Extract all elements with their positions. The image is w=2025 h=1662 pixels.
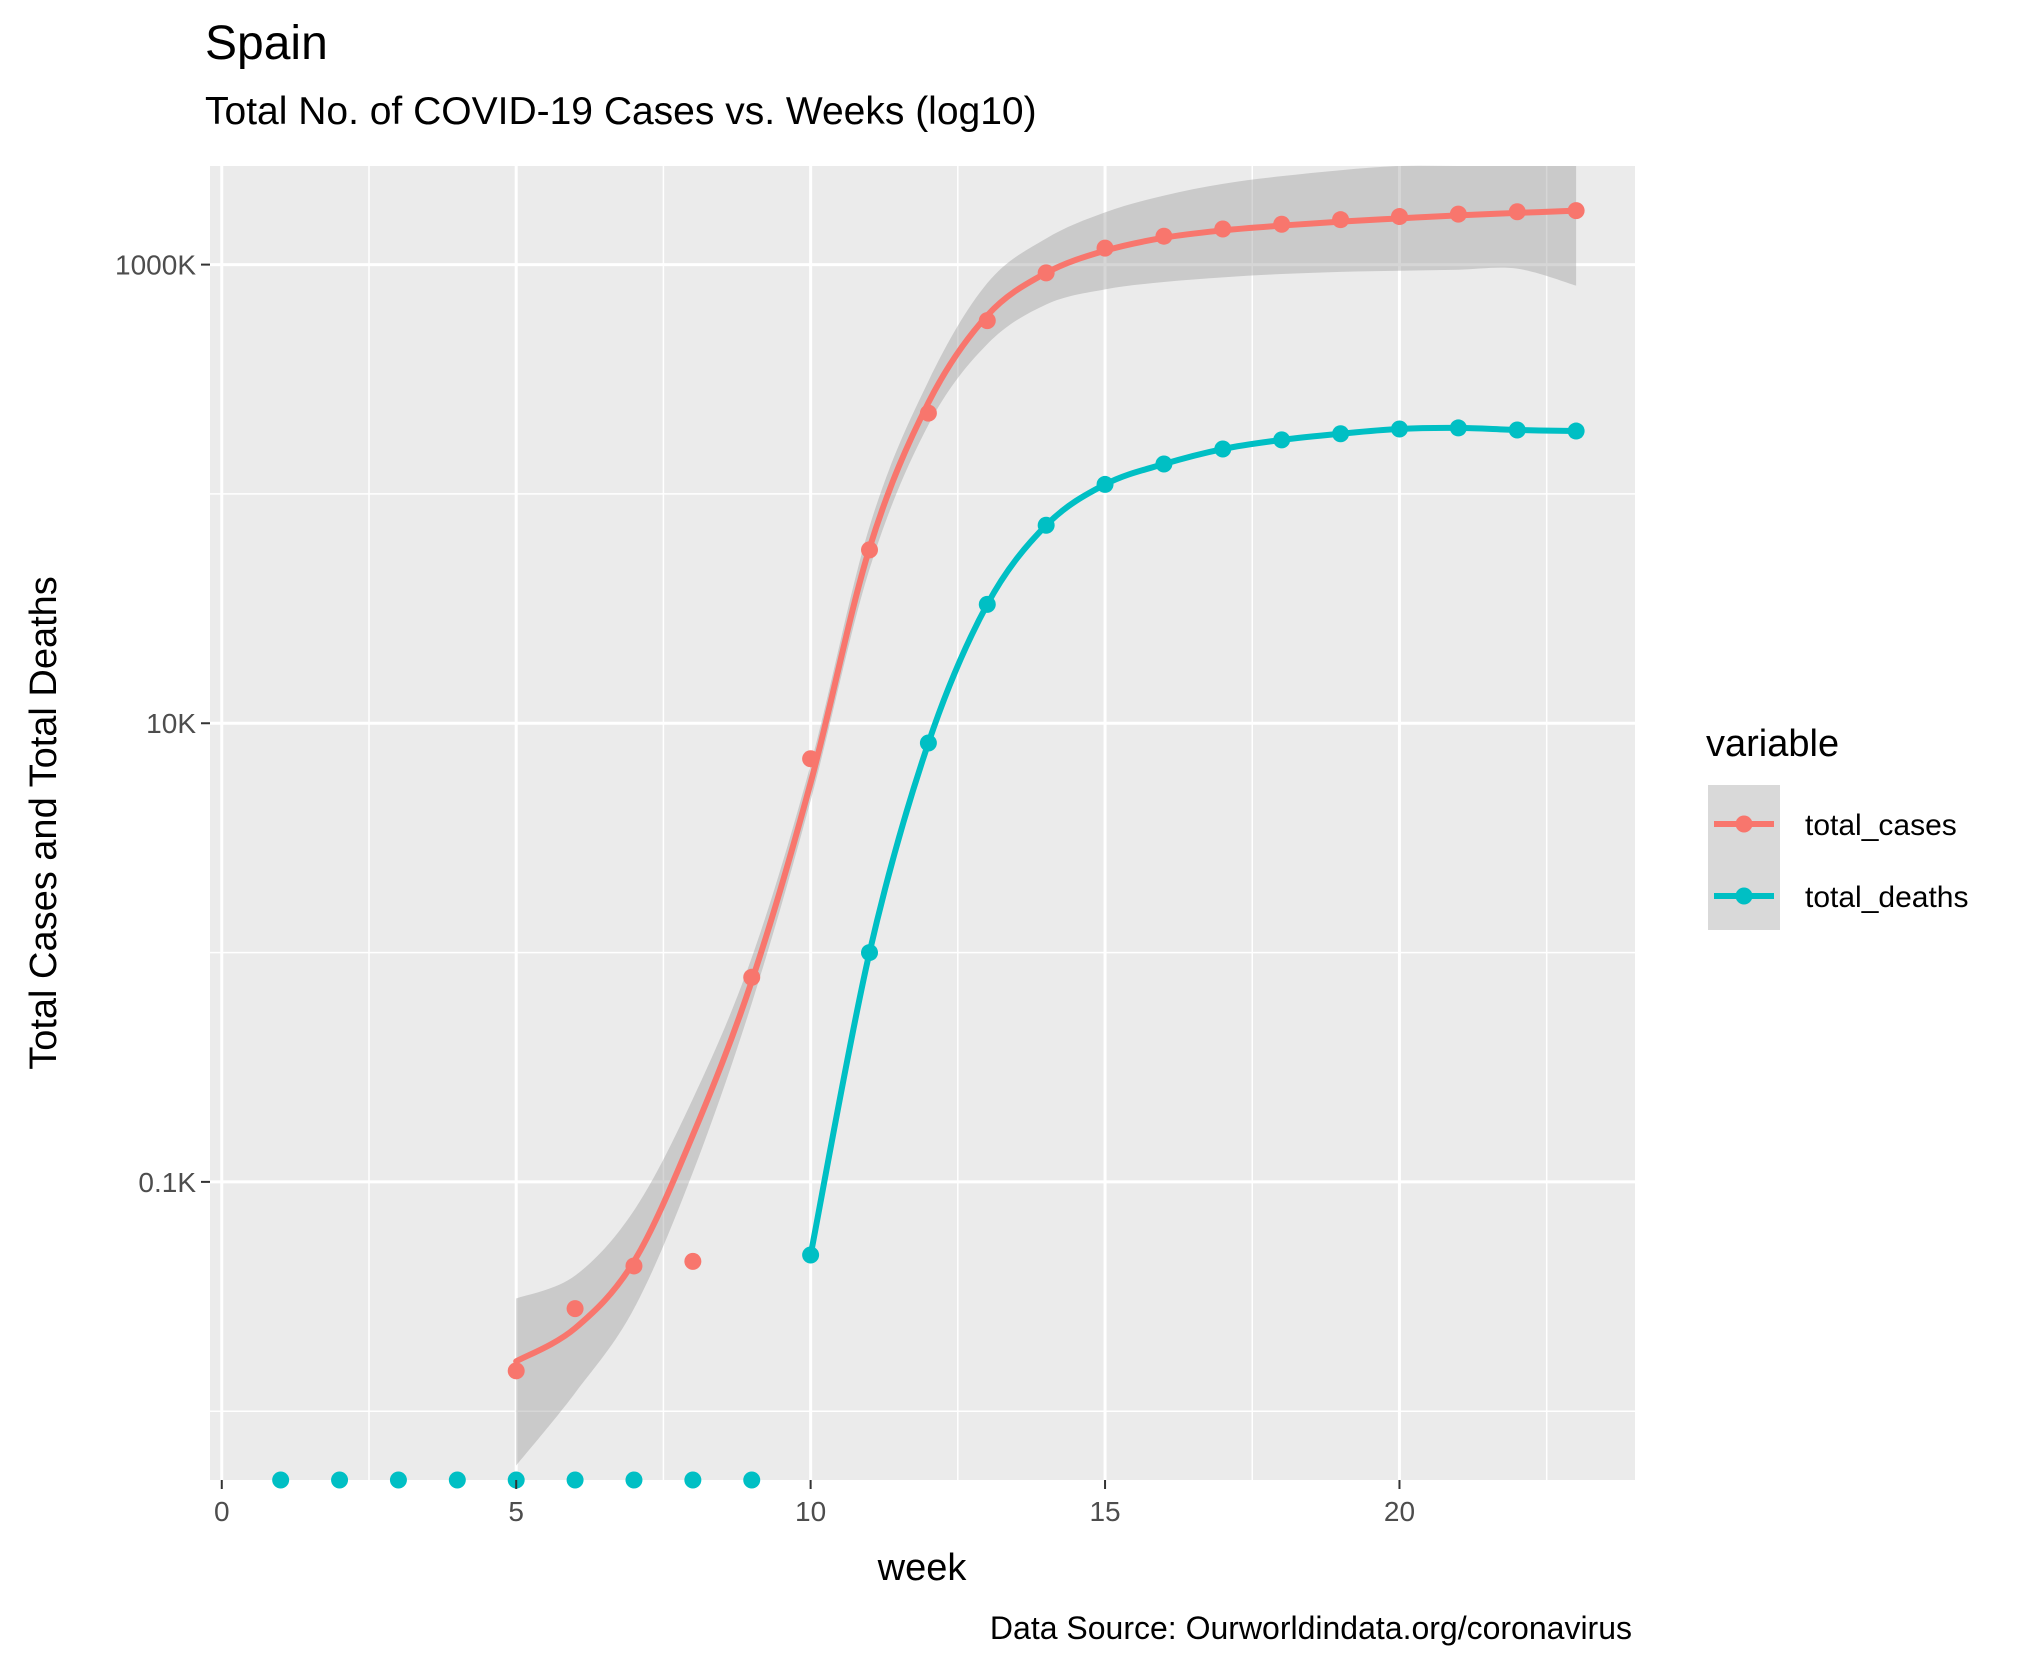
data-point-total_deaths	[1096, 475, 1114, 493]
data-point-total_cases	[1037, 264, 1055, 282]
data-point-total_deaths	[566, 1471, 584, 1489]
data-point-total_cases	[802, 750, 820, 768]
legend-label-total_cases: total_cases	[1805, 809, 1957, 842]
data-point-total_cases	[1214, 220, 1232, 238]
smooth-line-total_cases	[513, 207, 1580, 1365]
y-tick-label: 0.1K	[138, 1167, 196, 1198]
data-point-total_deaths	[1214, 440, 1232, 458]
data-point-total_cases	[743, 968, 761, 986]
data-point-total_deaths	[448, 1471, 466, 1489]
data-point-total_cases	[1449, 205, 1467, 223]
data-point-total_cases	[1508, 203, 1526, 221]
x-tick-label: 20	[1384, 1496, 1415, 1527]
x-tick-label: 5	[508, 1496, 524, 1527]
data-point-total_deaths	[1332, 425, 1350, 443]
y-tick-label: 10K	[146, 708, 196, 739]
data-point-total_deaths	[919, 734, 937, 752]
chart-subtitle: Total No. of COVID-19 Cases vs. Weeks (l…	[205, 90, 1037, 133]
data-point-total_cases	[861, 541, 879, 559]
data-point-total_deaths	[1273, 431, 1291, 449]
chart-title: Spain	[205, 17, 328, 70]
y-axis-title: Total Cases and Total Deaths	[23, 576, 65, 1070]
data-point-total_cases	[566, 1300, 584, 1318]
legend-key-background	[1708, 785, 1780, 930]
data-point-total_deaths	[1449, 419, 1467, 437]
data-point-total_cases	[919, 404, 937, 422]
minor-gridlines	[210, 166, 1635, 1480]
legend-title: variable	[1706, 723, 1839, 765]
data-point-total_deaths	[861, 944, 879, 962]
axes: 0 5 10 15 20 0.1K 10K 1000K	[115, 250, 1415, 1527]
data-point-total_deaths	[389, 1471, 407, 1489]
legend-key-point-total_cases	[1735, 815, 1753, 833]
data-point-total_deaths	[743, 1471, 761, 1489]
data-point-total_deaths	[1390, 420, 1408, 438]
x-tick-label: 0	[214, 1496, 230, 1527]
data-point-total_deaths	[802, 1246, 820, 1264]
data-point-total_deaths	[1567, 422, 1585, 440]
major-gridlines	[210, 166, 1635, 1480]
legend-label-total_deaths: total_deaths	[1805, 881, 1968, 914]
legend-key-point-total_deaths	[1735, 887, 1753, 905]
data-point-total_deaths	[684, 1471, 702, 1489]
plot-panel	[210, 166, 1635, 1480]
data-point-total_cases	[1390, 208, 1408, 226]
data-point-total_deaths	[331, 1471, 349, 1489]
data-point-total_deaths	[625, 1471, 643, 1489]
data-point-total_deaths	[1155, 455, 1173, 473]
data-point-total_cases	[1273, 215, 1291, 233]
data-point-total_cases	[1096, 239, 1114, 257]
legend: variable total_cases total_deaths	[1706, 723, 1968, 930]
data-point-total_cases	[1567, 202, 1585, 220]
data-point-total_deaths	[272, 1471, 290, 1489]
x-tick-label: 10	[795, 1496, 826, 1527]
data-point-total_deaths	[978, 595, 996, 613]
data-point-total_cases	[978, 312, 996, 330]
smooth-line-total_deaths	[807, 424, 1580, 1258]
data-point-total_cases	[684, 1252, 702, 1270]
data-point-total_deaths	[1508, 421, 1526, 439]
data-source-caption: Data Source: Ourworldindata.org/coronavi…	[989, 1610, 1632, 1646]
data-points	[272, 202, 1585, 1489]
x-axis-title: week	[877, 1547, 968, 1589]
data-point-total_deaths	[1037, 516, 1055, 534]
y-tick-label: 1000K	[115, 250, 196, 281]
data-point-total_cases	[1155, 227, 1173, 245]
data-point-total_cases	[1332, 211, 1350, 229]
data-point-total_cases	[625, 1257, 643, 1275]
smooth-lines	[513, 207, 1580, 1365]
x-tick-label: 15	[1089, 1496, 1120, 1527]
data-point-total_cases	[507, 1362, 525, 1380]
